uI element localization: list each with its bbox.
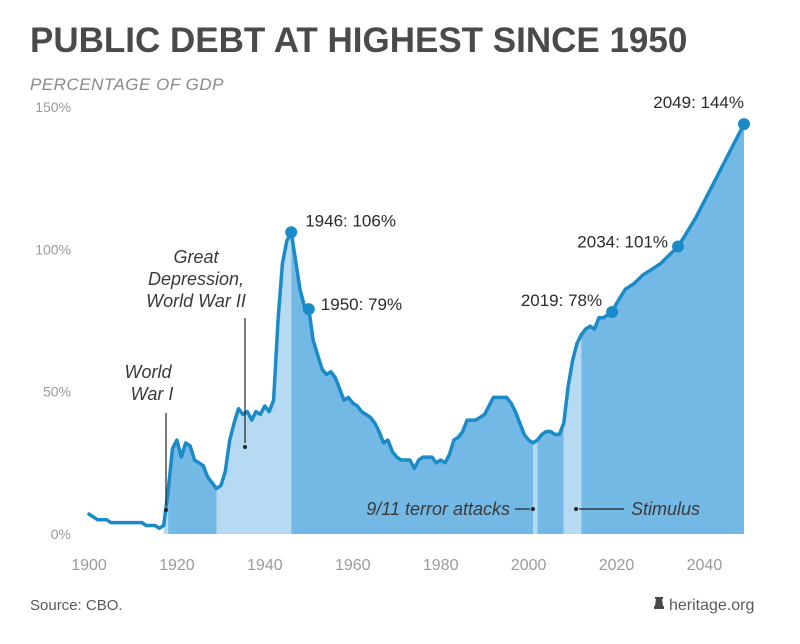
x-axis: 1900 1920 1940 1960 1980 2000 2020 2040 — [71, 557, 722, 574]
x-tick-label: 2000 — [511, 557, 547, 574]
source-note: Source: CBO. — [30, 597, 123, 614]
highlight-point — [285, 226, 298, 239]
annotation-great-depression: Great Depression, World War II — [146, 247, 247, 449]
highlight-points: 1946: 106% 1950: 79% 2019: 78% 2034: 101% 20… — [285, 93, 750, 318]
highlight-point — [302, 303, 315, 316]
annotation-dot — [531, 507, 535, 511]
highlight-point — [738, 118, 750, 131]
y-tick-label: 150% — [35, 99, 71, 115]
x-tick-label: 1940 — [247, 557, 283, 574]
x-tick-label: 1960 — [335, 557, 371, 574]
shaded-period — [563, 334, 582, 534]
annotation-text: World War II — [146, 291, 246, 311]
annotation-dot — [243, 445, 247, 449]
y-axis: 0% 50% 100% 150% — [35, 99, 71, 542]
shaded-period — [533, 440, 538, 534]
x-tick-label: 1920 — [159, 557, 195, 574]
shaded-period — [537, 423, 564, 534]
x-tick-label: 2040 — [687, 557, 723, 574]
y-tick-label: 0% — [51, 526, 71, 542]
highlight-point — [606, 305, 619, 318]
annotation-stimulus: Stimulus — [574, 499, 700, 519]
x-tick-label: 1900 — [71, 557, 107, 574]
shaded-period — [291, 232, 533, 535]
x-tick-label: 2020 — [599, 557, 635, 574]
point-label: 1950: 79% — [321, 295, 402, 314]
x-tick-label: 1980 — [423, 557, 459, 574]
y-tick-label: 50% — [43, 384, 71, 400]
point-label: 2019: 78% — [521, 291, 602, 310]
annotation-text: World — [124, 362, 172, 382]
shaded-period — [216, 232, 292, 535]
shaded-area — [163, 124, 744, 535]
annotation-text: Great — [173, 247, 219, 267]
annotation-world-war-1: World War I — [124, 362, 173, 512]
y-tick-label: 100% — [35, 241, 71, 257]
annotation-text: 9/11 terror attacks — [366, 499, 510, 519]
brand-name: heritage.org — [669, 597, 754, 614]
shaded-period — [581, 124, 744, 534]
annotation-dot — [574, 507, 578, 511]
point-label: 1946: 106% — [305, 211, 396, 230]
bell-icon — [654, 597, 664, 609]
chart-subtitle: PERCENTAGE OF GDP — [30, 75, 224, 94]
debt-line — [87, 122, 746, 531]
annotation-dot — [164, 508, 168, 512]
shaded-period — [168, 440, 217, 534]
annotation-text: War I — [131, 384, 174, 404]
chart-title: PUBLIC DEBT AT HIGHEST SINCE 1950 — [30, 21, 687, 60]
highlight-point — [672, 240, 685, 253]
heritage-logo: heritage.org — [654, 597, 754, 614]
annotation-text: Depression, — [148, 269, 244, 289]
annotation-text: Stimulus — [631, 499, 700, 519]
point-label: 2034: 101% — [577, 232, 668, 251]
annotation-9-11: 9/11 terror attacks — [366, 499, 535, 519]
point-label: 2049: 144% — [653, 93, 744, 112]
